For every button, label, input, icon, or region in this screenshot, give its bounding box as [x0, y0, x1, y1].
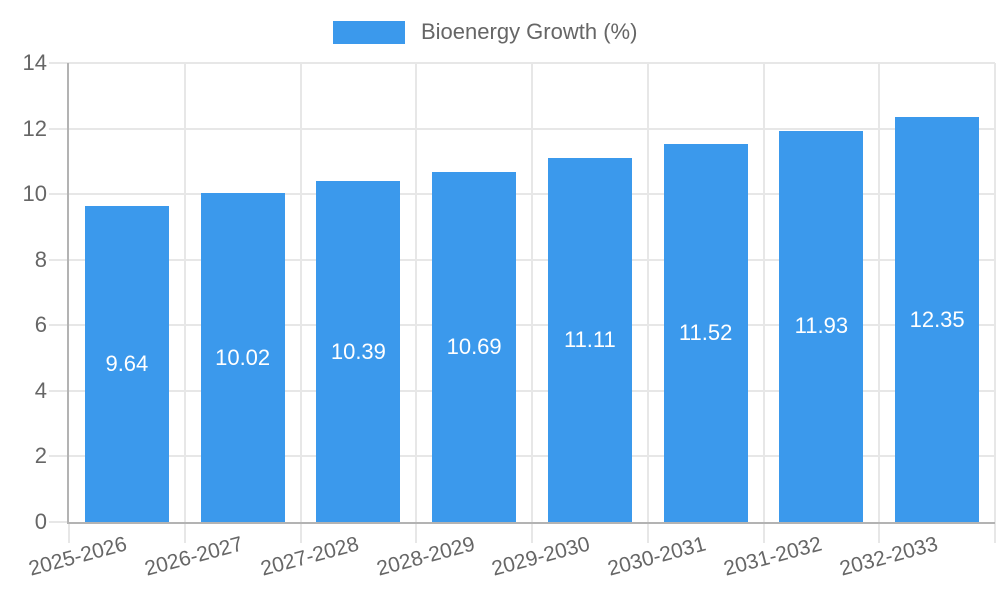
x-tick-mark — [68, 522, 70, 543]
h-gridline — [49, 324, 995, 327]
x-tick-label: 2026-2027 — [142, 532, 246, 581]
v-gridline — [878, 63, 881, 522]
x-tick-label: 2030-2031 — [605, 532, 709, 581]
bar-value-label: 12.35 — [909, 306, 965, 332]
x-tick-mark — [646, 522, 649, 543]
y-tick-label: 10 — [22, 181, 47, 207]
h-gridline — [49, 127, 995, 130]
h-gridline — [49, 193, 995, 196]
y-axis-line — [67, 63, 69, 522]
x-tick-mark — [531, 522, 533, 543]
bar[interactable] — [316, 181, 401, 522]
x-axis-line — [67, 522, 995, 524]
bar-value-label: 11.93 — [794, 313, 849, 339]
legend: Bioenergy Growth (%) — [333, 20, 637, 44]
v-gridline — [762, 63, 765, 522]
bar-value-label: 10.69 — [446, 333, 502, 359]
x-tick-mark — [415, 522, 418, 543]
bar[interactable] — [663, 144, 748, 522]
x-tick-label: 2028-2029 — [374, 532, 477, 581]
x-tick-mark — [994, 522, 996, 543]
h-gridline — [49, 62, 995, 64]
v-gridline — [646, 63, 649, 522]
x-tick-mark — [183, 522, 186, 543]
bar[interactable] — [432, 171, 517, 522]
h-gridline — [49, 455, 995, 458]
x-tick-label: 2027-2028 — [258, 532, 362, 581]
v-gridline — [415, 63, 418, 522]
y-tick-label: 2 — [34, 443, 47, 469]
bar-value-label: 11.52 — [678, 320, 733, 346]
bar[interactable] — [895, 117, 980, 522]
bar-value-label: 10.39 — [330, 338, 386, 364]
y-tick-label: 6 — [34, 312, 47, 338]
h-gridline — [49, 258, 995, 261]
legend-item-bioenergy-growth[interactable]: Bioenergy Growth (%) — [333, 20, 637, 44]
x-tick-mark — [299, 522, 302, 543]
v-gridline — [531, 63, 533, 522]
x-tick-label: 2025-2026 — [26, 532, 130, 581]
x-tick-mark — [878, 522, 881, 543]
y-tick-label: 4 — [34, 377, 47, 403]
y-tick-label: 12 — [22, 115, 47, 141]
y-tick-label: 0 — [34, 509, 47, 534]
bar[interactable] — [547, 157, 632, 522]
v-gridline — [299, 63, 302, 522]
y-tick-mark — [49, 521, 69, 523]
x-tick-label: 2032-2033 — [837, 532, 940, 581]
x-tick-label: 2031-2032 — [721, 532, 825, 581]
bar-value-label: 10.02 — [215, 344, 271, 370]
legend-label: Bioenergy Growth (%) — [421, 19, 638, 44]
h-gridline — [49, 389, 995, 392]
v-gridline — [994, 63, 996, 522]
bar[interactable] — [779, 130, 864, 522]
bar[interactable] — [84, 205, 169, 522]
x-tick-mark — [762, 522, 765, 543]
y-tick-label: 8 — [34, 246, 47, 272]
x-tick-label: 2029-2030 — [489, 532, 593, 581]
bar-value-label: 9.64 — [105, 350, 149, 376]
bar[interactable] — [200, 193, 285, 522]
legend-swatch — [333, 20, 405, 44]
y-tick-label: 14 — [22, 50, 47, 75]
v-gridline — [183, 63, 186, 522]
bar-value-label: 11.11 — [563, 326, 616, 352]
